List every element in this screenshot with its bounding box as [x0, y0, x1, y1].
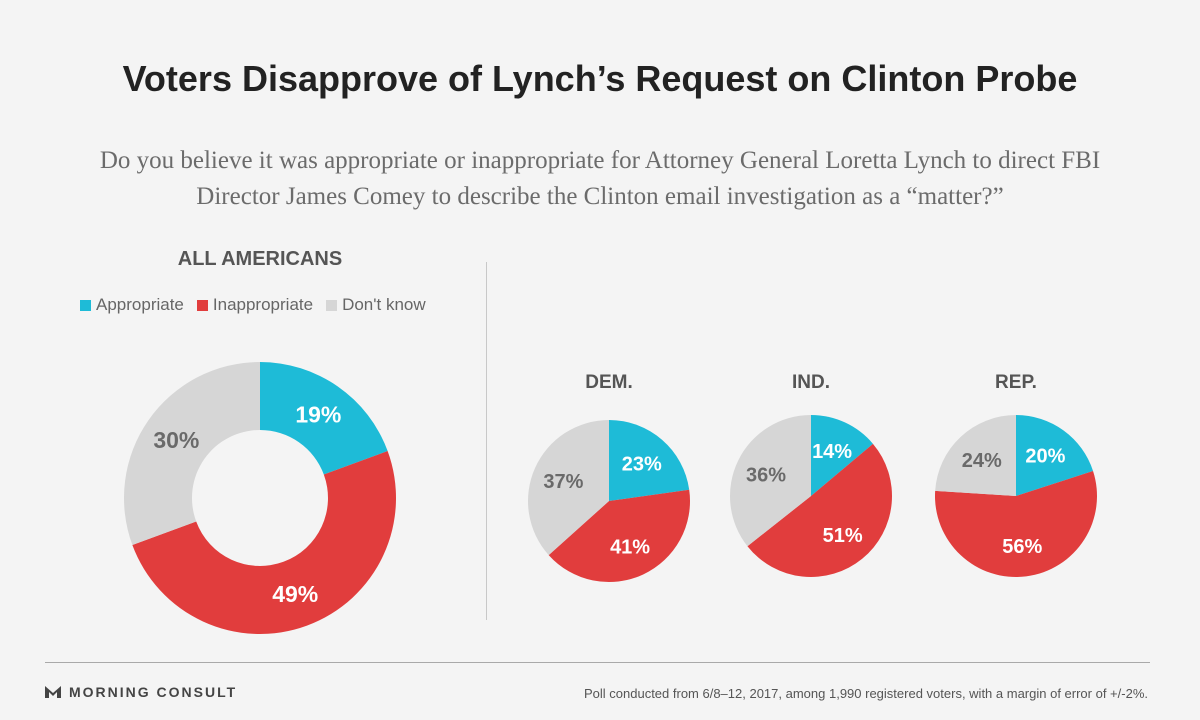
footnote: Poll conducted from 6/8–12, 2017, among … — [583, 686, 1148, 701]
ind-slice-appropriate — [811, 415, 873, 496]
rep-heading: REP. — [995, 372, 1037, 393]
dem-slice-inappropriate — [548, 489, 690, 583]
legend-label-dont-know: Don't know — [342, 295, 426, 314]
dem-slice-appropriate — [609, 420, 690, 501]
all-americans-label-appropriate: 19% — [295, 402, 341, 428]
ind-slice-dont-know — [730, 415, 811, 547]
all-americans-label-inappropriate: 49% — [272, 581, 318, 607]
dem-pie: DEM. 23% 41% 37% — [528, 372, 690, 583]
ind-slice-inappropriate — [747, 443, 893, 578]
dem-label-dont-know: 37% — [543, 471, 583, 493]
legend-item-appropriate: Appropriate — [80, 295, 184, 315]
ind-label-inappropriate: 51% — [823, 525, 863, 547]
morning-consult-logo-icon — [45, 686, 61, 698]
legend: Appropriate Inappropriate Don't know — [80, 295, 426, 315]
rep-slice-appropriate — [1016, 415, 1094, 496]
all-americans-slice-dont-know — [123, 362, 260, 545]
all-americans-slice-inappropriate — [132, 451, 397, 635]
rep-label-dont-know: 24% — [962, 450, 1002, 472]
legend-swatch-inappropriate — [196, 299, 208, 311]
ind-heading: IND. — [792, 372, 830, 393]
rep-label-inappropriate: 56% — [1002, 536, 1042, 558]
dem-heading: DEM. — [585, 372, 633, 393]
vertical-divider — [486, 262, 487, 620]
all-americans-label-dont-know: 30% — [153, 427, 199, 453]
rep-slice-dont-know — [935, 415, 1016, 496]
all-americans-pie: 19% 49% 30% — [123, 362, 397, 635]
ind-pie: IND. 14% 51% 36% — [730, 372, 893, 578]
dem-slice-dont-know — [528, 420, 609, 556]
rep-slice-inappropriate — [934, 470, 1097, 578]
all-americans-slice-appropriate — [260, 362, 388, 475]
all-americans-heading: ALL AMERICANS — [177, 248, 343, 270]
legend-swatch-appropriate — [80, 299, 91, 311]
legend-label-appropriate: Appropriate — [96, 295, 184, 314]
footer-divider — [45, 662, 1150, 663]
legend-item-inappropriate: Inappropriate — [196, 295, 314, 315]
dem-label-appropriate: 23% — [622, 453, 662, 475]
ind-label-appropriate: 14% — [812, 441, 852, 463]
legend-label-inappropriate: Inappropriate — [212, 295, 314, 314]
dem-label-inappropriate: 41% — [610, 537, 650, 559]
legend-swatch-dont-know — [326, 299, 338, 311]
ind-label-dont-know: 36% — [746, 464, 786, 486]
rep-label-appropriate: 20% — [1025, 446, 1065, 468]
chart-subtitle: Do you believe it was appropriate or ina… — [99, 147, 1101, 210]
rep-pie: REP. 20% 56% 24% — [934, 372, 1097, 578]
legend-item-dont-know: Don't know — [326, 295, 426, 315]
brand-name: MORNING CONSULT — [69, 684, 238, 700]
brand: MORNING CONSULT — [45, 684, 237, 700]
chart-title: Voters Disapprove of Lynch’s Request on … — [122, 58, 1078, 99]
